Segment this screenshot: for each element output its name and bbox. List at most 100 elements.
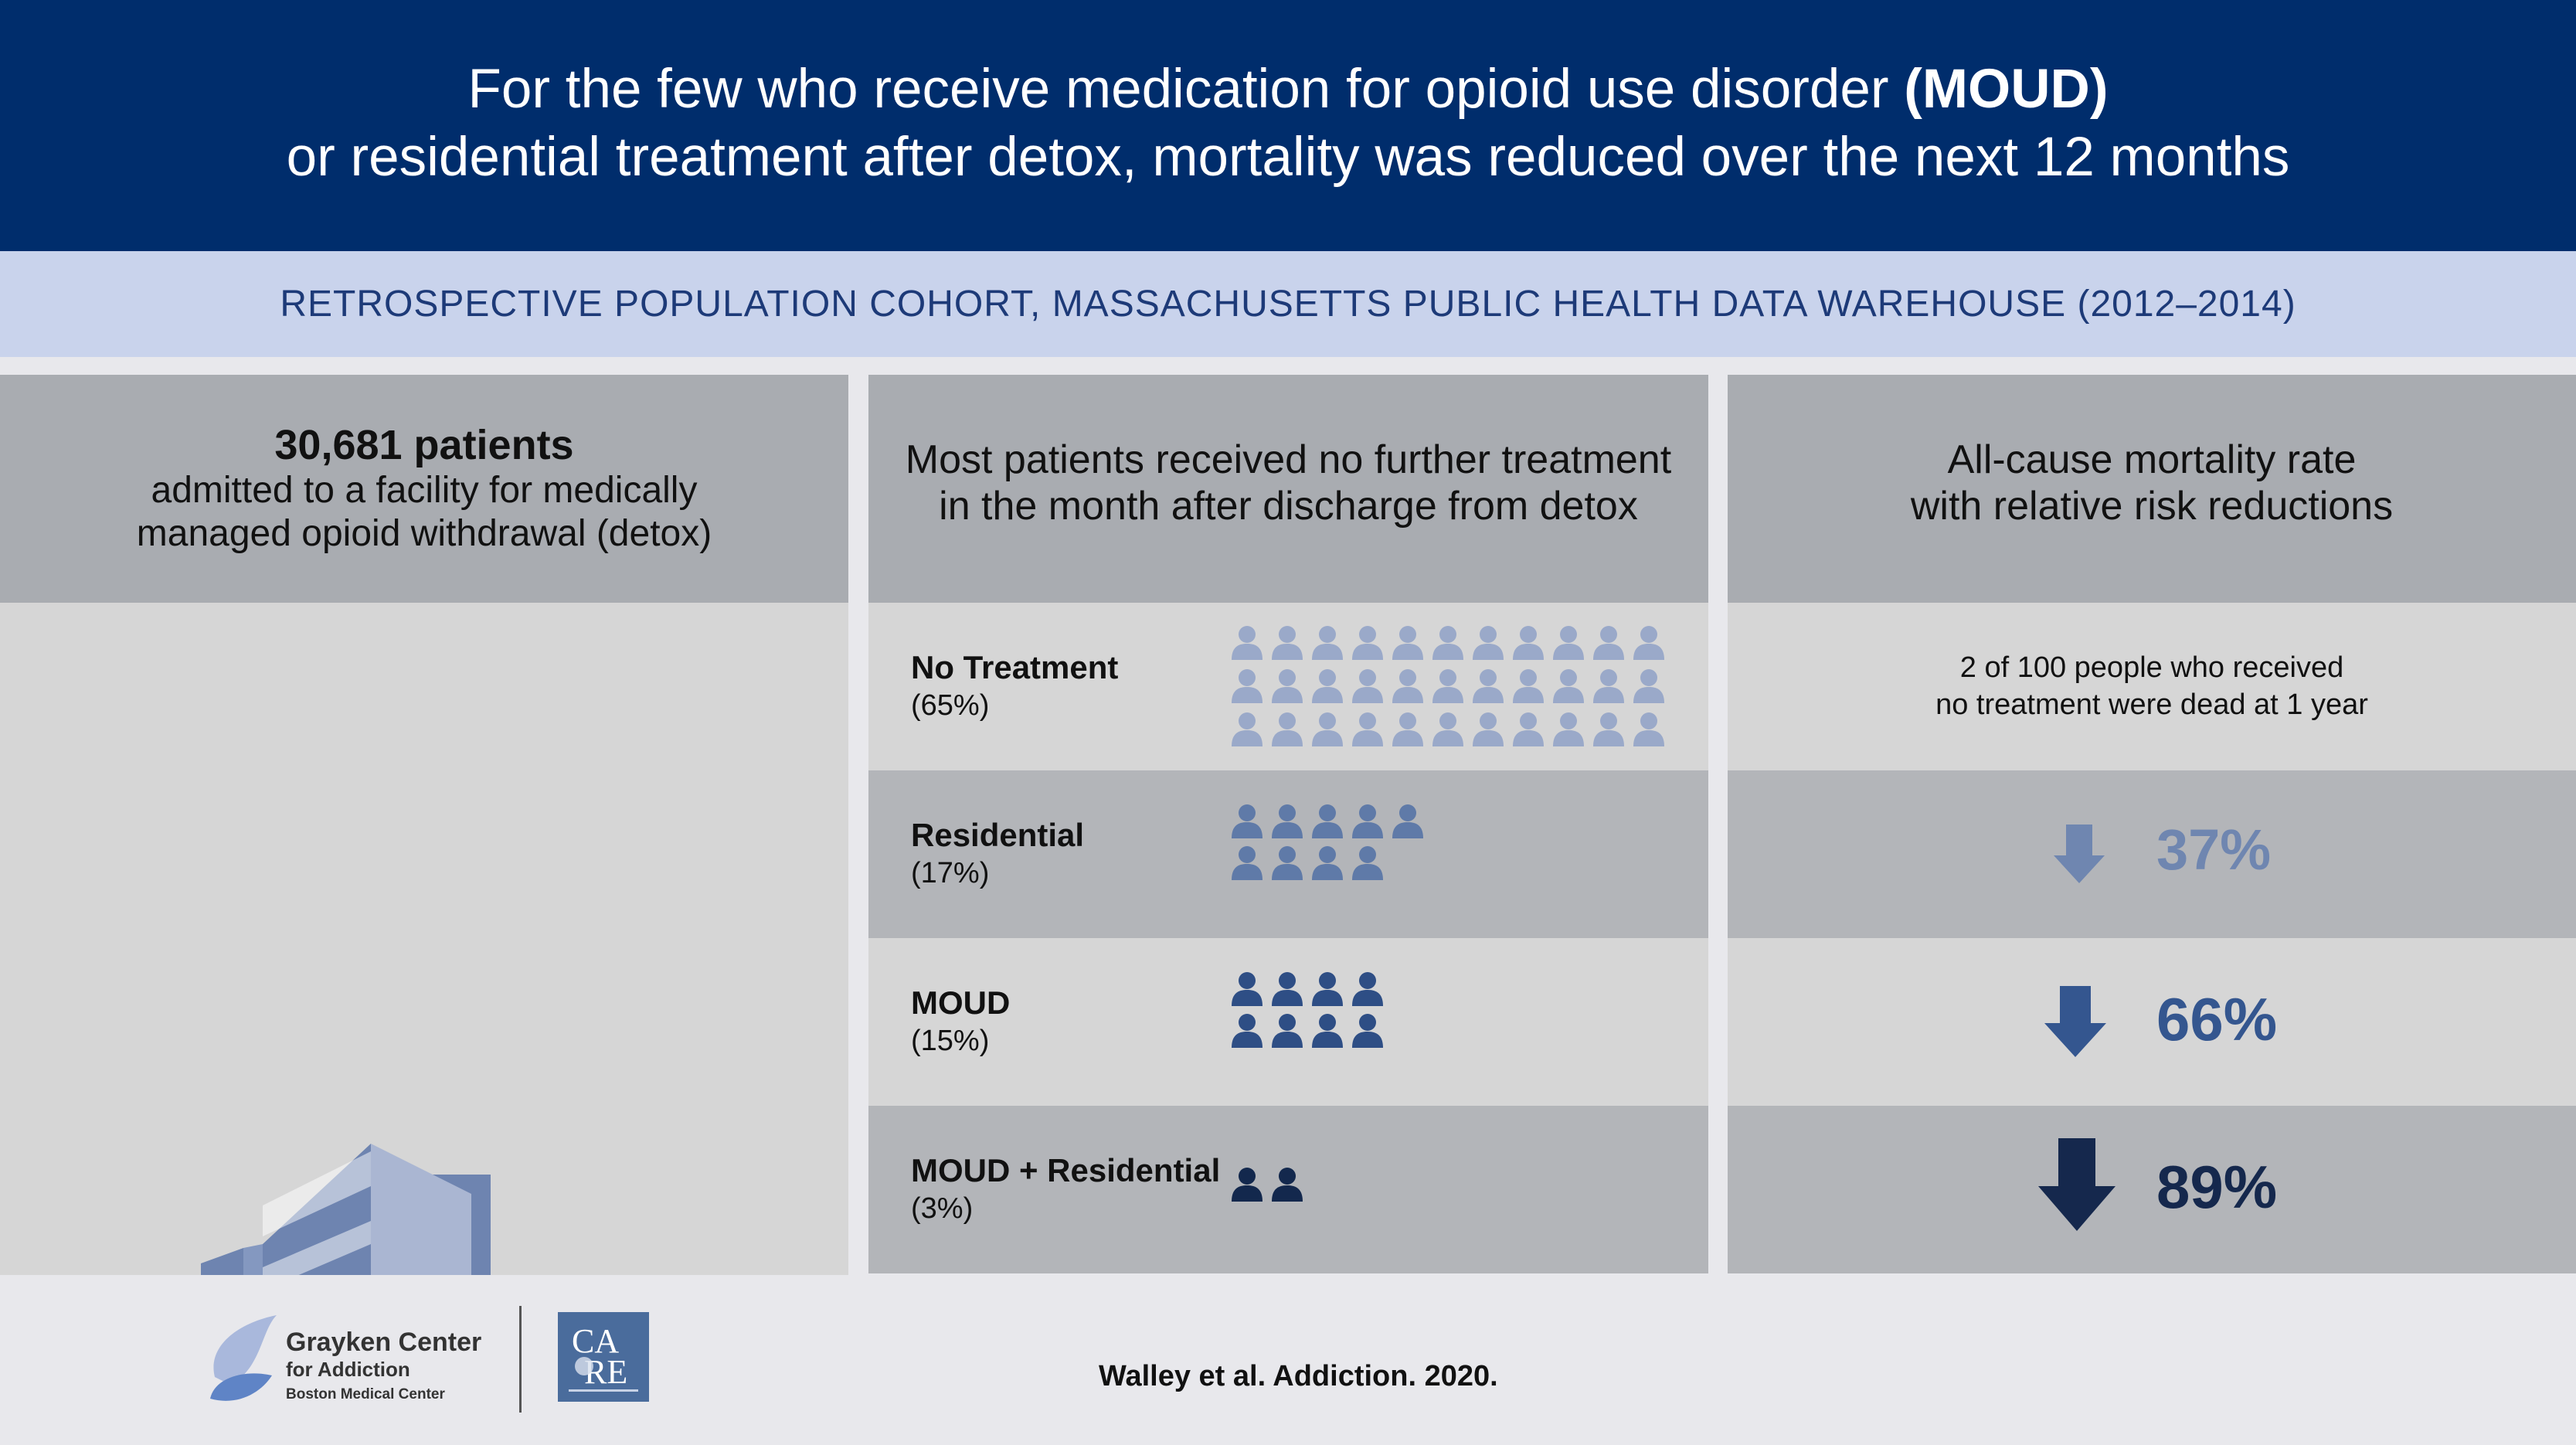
person-icon [1312,804,1343,838]
person-icon [1312,626,1343,660]
person-icon [1553,712,1584,746]
person-icon [1553,626,1584,660]
mortality-baseline-row: 2 of 100 people who received no treatmen… [1728,603,2576,770]
treatment-name: Residential [911,817,1085,853]
org-sub: for Addiction [286,1358,410,1381]
citation: Walley et al. Addiction. 2020. [1099,1360,1498,1392]
person-icon [1593,626,1624,660]
treatment-row: MOUD (15%) [868,938,1708,1106]
person-icon [1352,804,1383,838]
treatment-name: No Treatment [911,649,1119,685]
reduction: 37% [1728,770,2576,938]
person-icon [1272,1168,1303,1202]
treatment-label: MOUD (15%) [911,984,1010,1058]
reduction: 89% [1728,1106,2576,1273]
person-icon [1473,712,1504,746]
mortality-title-1: All-cause mortality rate [1947,437,2357,482]
person-icon [1232,846,1263,880]
person-icon [1432,626,1463,660]
person-icon [1633,712,1664,746]
title-line-1-text: For the few who receive medication for o… [467,59,1905,120]
person-icon [1232,804,1263,838]
people-grid [1230,971,1385,1048]
person-icon [1513,669,1544,703]
mortality-title-2: with relative risk reductions [1910,484,2394,529]
person-icon [1232,626,1263,660]
svg-text:CA: CA [572,1322,619,1360]
patient-count: 30,681 patients [274,422,574,468]
mortality-column: All-cause mortality rate with relative r… [1728,375,2576,1275]
person-icon [1272,804,1303,838]
person-icon [1392,712,1423,746]
patient-desc-1: admitted to a facility for medically [151,470,698,511]
patient-desc-2: managed opioid withdrawal (detox) [136,513,712,554]
mortality-row: 89% [1728,1106,2576,1273]
treatment-label: No Treatment (65%) [911,649,1118,722]
mortality-header: All-cause mortality rate with relative r… [1728,375,2576,603]
footer: Grayken Center for Addiction Boston Medi… [0,1275,2576,1445]
person-icon [1392,804,1423,838]
patients-body [0,603,848,1445]
subtitle-bar: RETROSPECTIVE POPULATION COHORT, MASSACH… [0,251,2576,357]
person-icon [1232,1168,1263,1202]
grayken-logo-icon [210,1315,277,1401]
mortality-row: 37% [1728,770,2576,938]
down-arrow-icon [2044,986,2106,1057]
grayken-wordmark: Grayken Center for Addiction Boston Medi… [286,1328,481,1403]
down-arrow-icon [2054,824,2105,883]
person-icon [1312,669,1343,703]
treatment-row: Residential (17%) [868,770,1708,938]
treatment-pct: (65%) [911,689,990,722]
person-icon [1232,1014,1263,1048]
person-icon [1473,669,1504,703]
person-icon [1633,669,1664,703]
people-grid [1230,803,1425,880]
reduction-value: 66% [2156,985,2278,1053]
person-icon [1352,626,1383,660]
reduction: 66% [1728,938,2576,1106]
person-icon [1593,712,1624,746]
person-icon [1513,626,1544,660]
treatment-pct: (3%) [911,1192,974,1225]
title-banner: For the few who receive medication for o… [0,0,2576,251]
people-grid [1230,1166,1304,1202]
person-icon [1473,626,1504,660]
person-icon [1312,846,1343,880]
treatment-name: MOUD [911,984,1011,1021]
person-icon [1272,1014,1303,1048]
baseline-line-2: no treatment were dead at 1 year [1935,688,2368,721]
treatment-title-1: Most patients received no further treatm… [905,437,1672,482]
org-parent: Boston Medical Center [286,1386,445,1402]
reduction-value: 37% [2156,818,2272,882]
treatment-pct: (17%) [911,857,990,889]
treatment-label: Residential (17%) [911,817,1084,890]
treatment-row: MOUD + Residential (3%) [868,1106,1708,1273]
treatment-column: Most patients received no further treatm… [868,375,1708,1275]
person-icon [1272,626,1303,660]
mortality-baseline: 2 of 100 people who received no treatmen… [1728,649,2576,723]
person-icon [1312,972,1343,1006]
person-icon [1312,712,1343,746]
title-line-1: For the few who receive medication for o… [0,0,2576,124]
patients-column: 30,681 patients admitted to a facility f… [0,375,848,1445]
person-icon [1553,669,1584,703]
person-icon [1312,1014,1343,1048]
person-icon [1432,669,1463,703]
person-icon [1352,972,1383,1006]
treatment-header: Most patients received no further treatm… [868,375,1708,603]
treatment-name: MOUD + Residential [911,1152,1221,1188]
person-icon [1432,712,1463,746]
person-icon [1232,972,1263,1006]
treatment-row: No Treatment (65%) [868,603,1708,770]
person-icon [1272,669,1303,703]
patients-header: 30,681 patients admitted to a facility f… [0,375,848,603]
person-icon [1352,1014,1383,1048]
person-icon [1272,846,1303,880]
treatment-title-2: in the month after discharge from detox [939,484,1638,529]
person-icon [1633,626,1664,660]
treatment-pct: (15%) [911,1025,990,1057]
person-icon [1232,712,1263,746]
person-icon [1352,712,1383,746]
person-icon [1272,712,1303,746]
logo-divider [519,1306,522,1413]
